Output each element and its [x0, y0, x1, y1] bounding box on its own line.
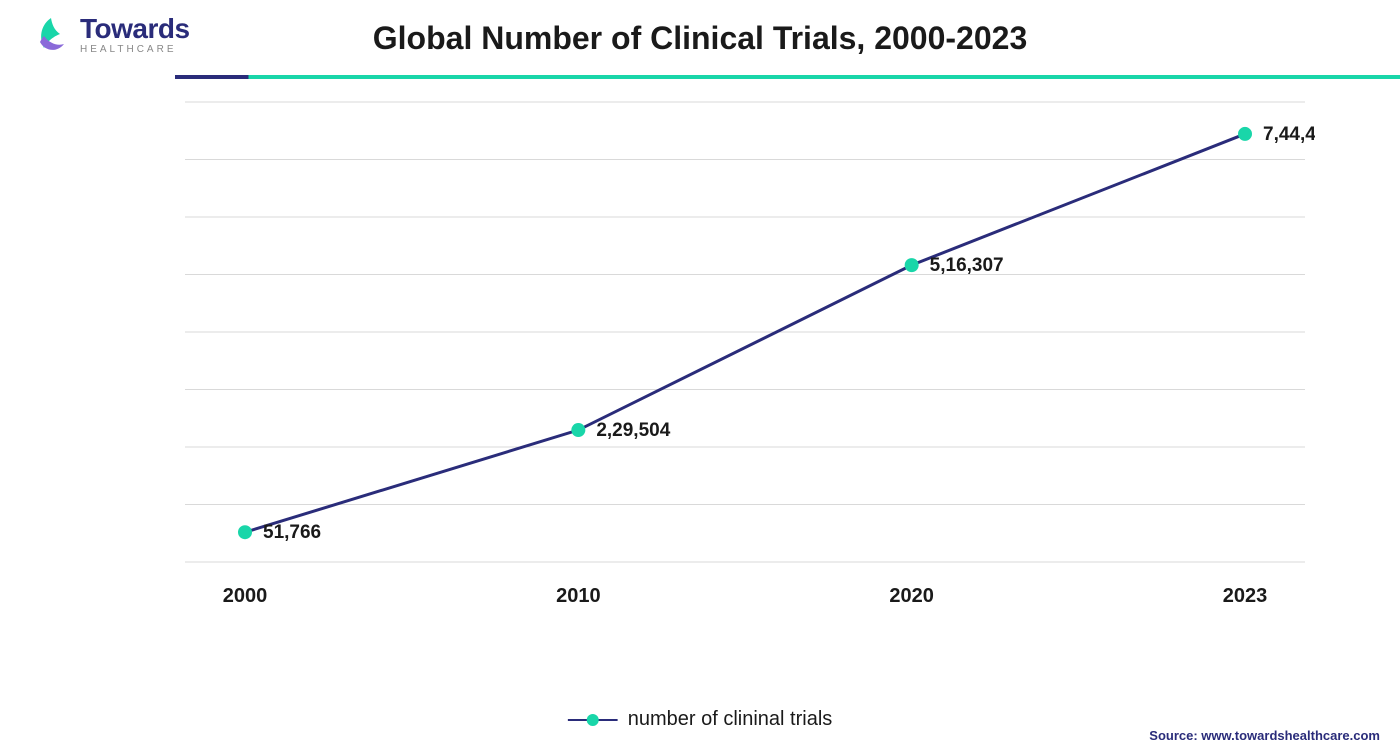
logo-sub-text: HEALTHCARE: [80, 45, 190, 55]
svg-text:5,16,307: 5,16,307: [930, 255, 1004, 276]
svg-text:7,44,465: 7,44,465: [1263, 124, 1315, 145]
line-chart: 51,766 2000 2,29,504 2010 5,16,307 2020 7,44,4…: [175, 92, 1315, 632]
title-underline: [175, 66, 1400, 70]
logo-text: Towards HEALTHCARE: [80, 15, 190, 55]
logo-main-text: Towards: [80, 15, 190, 43]
svg-text:2023: 2023: [1223, 585, 1268, 607]
svg-text:2,29,504: 2,29,504: [596, 420, 670, 441]
chart-title: Global Number of Clinical Trials, 2000-2…: [373, 20, 1027, 57]
logo-leaf-icon: [30, 14, 72, 56]
svg-text:2020: 2020: [889, 585, 934, 607]
legend-label: number of clininal trials: [628, 708, 833, 731]
chart-legend: number of clininal trials: [568, 708, 833, 731]
svg-text:2010: 2010: [556, 585, 601, 607]
source-attribution: Source: www.towardshealthcare.com: [1149, 728, 1380, 743]
svg-text:2000: 2000: [223, 585, 268, 607]
legend-marker-icon: [568, 719, 618, 721]
svg-text:51,766: 51,766: [263, 522, 321, 543]
brand-logo: Towards HEALTHCARE: [30, 14, 190, 56]
